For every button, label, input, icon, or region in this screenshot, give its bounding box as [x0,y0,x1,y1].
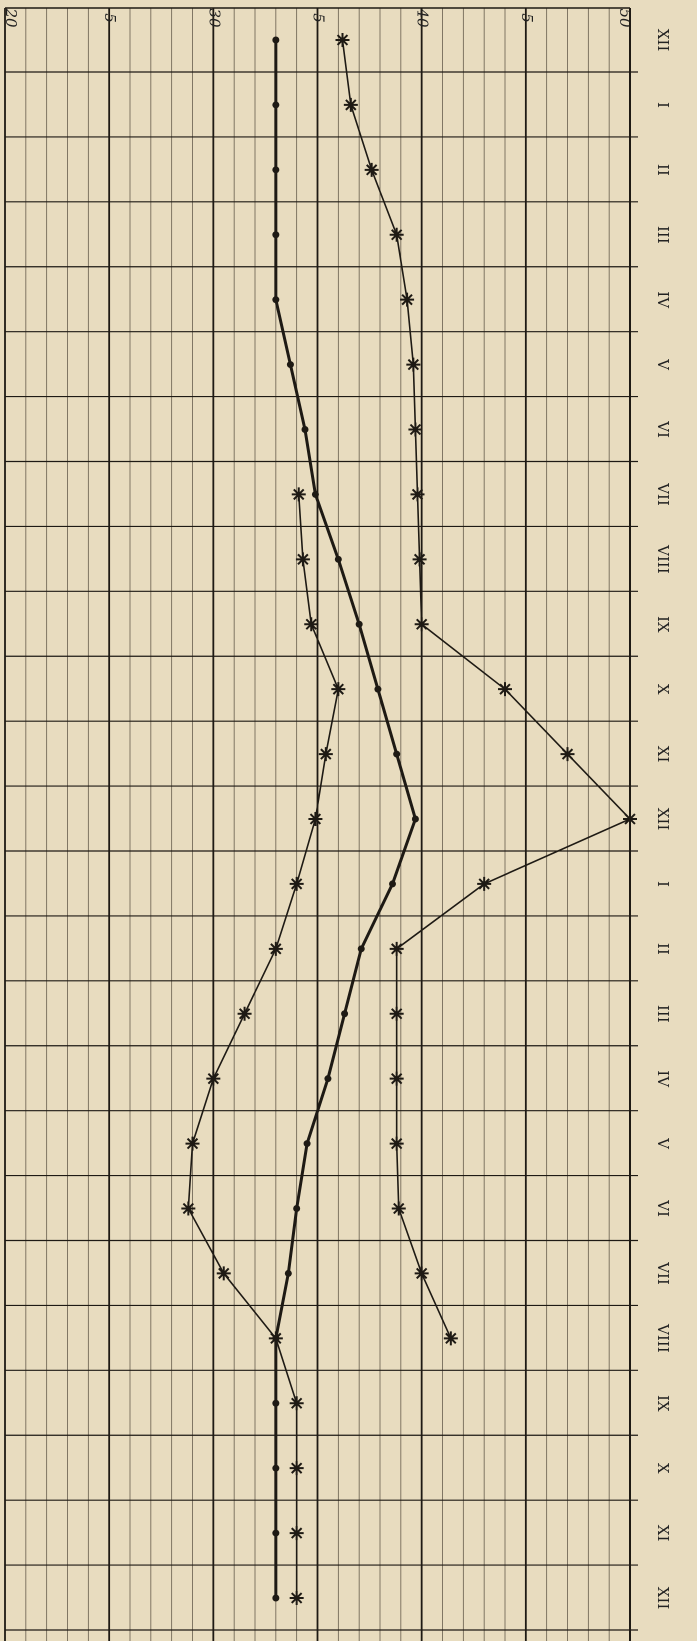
category-label: XII [654,29,672,52]
star-marker [206,1071,221,1086]
star-marker [304,617,319,632]
star-marker [412,552,427,567]
value-tick-label: 20 [2,7,20,28]
star-marker [237,1006,252,1021]
star-marker [308,812,323,826]
star-marker [414,1266,429,1281]
star-marker [268,941,283,956]
star-marker [389,1006,404,1021]
dot-marker [301,426,309,433]
dot-marker [272,166,280,174]
dot-marker [272,1399,280,1407]
star-marker [295,552,310,567]
category-label: VI [654,1199,672,1217]
category-label: XI [654,746,672,763]
star-marker [335,33,350,47]
series-line [341,39,632,1339]
dot-marker [357,945,365,953]
category-label: VII [654,482,672,506]
dot-marker [272,296,280,304]
star-marker [216,1266,231,1281]
category-label: IX [654,616,672,633]
star-marker [623,812,637,826]
category-label: III [654,1005,672,1023]
category-label: XII [654,808,672,831]
category-label: V [654,1137,672,1150]
star-marker [406,357,421,372]
category-label: X [654,684,672,695]
star-marker [268,1331,283,1346]
dot-marker [341,1010,349,1018]
star-marker [318,747,333,762]
dot-marker [272,1594,280,1602]
dot-marker [286,361,294,369]
star-marker [185,1136,200,1151]
value-tick-label: 5 [101,13,119,23]
value-tick-label: 5 [310,13,328,23]
category-label: XI [654,1525,672,1542]
category-label: V [654,358,672,371]
star-marker [389,1136,404,1151]
star-marker [331,682,346,697]
dot-marker [374,685,382,693]
dot-marker [389,880,396,888]
star-marker [289,1461,304,1476]
dot-marker [355,620,363,628]
category-label: II [654,943,672,955]
star-marker [389,227,404,242]
star-marker [389,941,404,956]
dot-marker [272,1464,280,1472]
category-label: I [654,102,672,108]
dot-marker [393,750,401,758]
category-label: I [654,881,672,887]
category-label: IX [654,1395,672,1412]
star-marker [364,162,379,177]
star-marker [498,682,512,697]
dot-marker [411,815,419,823]
category-label: VIII [654,1323,672,1353]
dot-marker [303,1140,311,1148]
star-marker [400,292,415,307]
category-label: X [654,1463,672,1474]
dot-marker [284,1269,292,1277]
star-marker [408,422,423,437]
star-marker [443,1331,458,1346]
category-label: III [654,226,672,244]
star-marker [410,487,425,502]
category-label: XII [654,1587,672,1610]
star-marker [414,617,429,632]
category-label: IV [654,291,672,309]
category-label: VI [654,420,672,438]
star-marker [391,1201,406,1216]
category-label: II [654,164,672,176]
dot-marker [334,555,342,563]
star-marker [291,487,306,502]
value-tick-label: 30 [205,8,223,28]
star-marker [289,1396,304,1411]
star-marker [343,97,358,112]
series-line [187,494,340,1598]
star-marker [289,1591,304,1605]
star-marker [181,1201,196,1216]
dot-marker [324,1075,332,1083]
dot-marker [311,490,319,498]
star-marker [289,876,304,891]
dot-marker [293,1205,301,1212]
star-marker [477,876,492,891]
dot-marker [272,101,280,109]
value-tick-label: 5 [518,13,536,23]
dot-marker [272,1529,280,1537]
category-label: VIII [654,544,672,574]
star-marker [389,1071,404,1086]
value-tick-label: 50 [616,8,634,28]
category-label: IV [654,1070,672,1088]
category-label: VII [654,1261,672,1285]
dot-marker [272,36,280,44]
star-marker [560,747,575,762]
star-marker [289,1526,304,1541]
dot-marker [272,231,280,239]
value-tick-label: 40 [414,7,432,28]
